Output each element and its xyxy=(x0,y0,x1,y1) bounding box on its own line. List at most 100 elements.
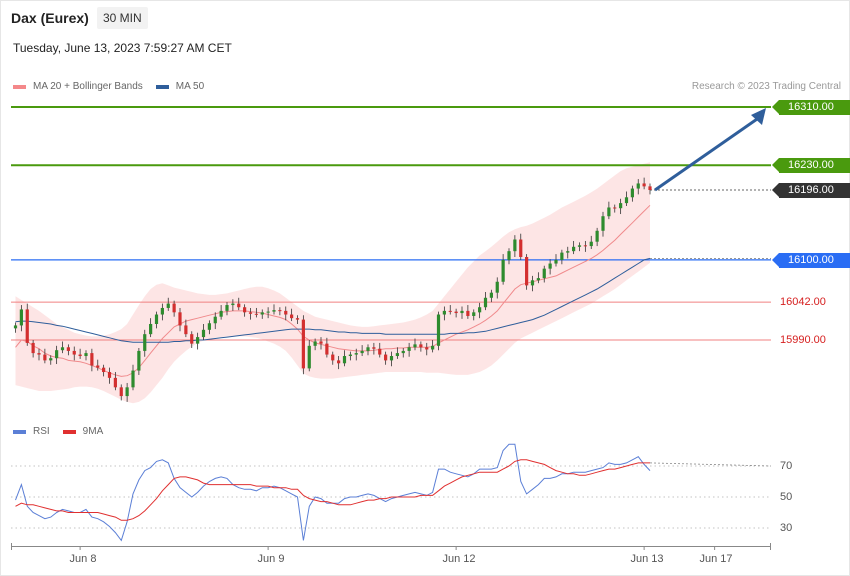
candle-body-31 xyxy=(196,337,200,344)
x-label-jun17: Jun 17 xyxy=(699,553,733,565)
candle-body-11 xyxy=(78,354,82,357)
candle-body-18 xyxy=(119,387,123,397)
candle-body-97 xyxy=(583,245,587,247)
candle-body-21 xyxy=(137,350,141,371)
candle-body-82 xyxy=(495,281,499,293)
forecast-arrow-head xyxy=(751,108,766,125)
candle-body-10 xyxy=(72,350,76,355)
candle-body-26 xyxy=(166,303,170,308)
candle-body-95 xyxy=(572,246,576,252)
candle-body-1 xyxy=(19,309,23,326)
candle-body-32 xyxy=(201,329,206,338)
candle-body-53 xyxy=(325,343,329,355)
candle-body-84 xyxy=(507,251,511,260)
candle-body-42 xyxy=(260,312,264,315)
rsi-line xyxy=(15,443,651,542)
candle-body-3 xyxy=(31,342,35,354)
candle-body-50 xyxy=(307,345,311,369)
candle-body-30 xyxy=(190,334,194,344)
candle-body-62 xyxy=(378,348,382,355)
candle-body-85 xyxy=(513,239,517,252)
candle-body-2 xyxy=(25,309,29,343)
candle-body-40 xyxy=(248,312,253,314)
candle-body-68 xyxy=(413,344,417,348)
candle-body-38 xyxy=(237,303,241,308)
candle-body-89 xyxy=(536,278,540,281)
ma20-legend-label: MA 20 + Bollinger Bands xyxy=(33,81,143,92)
candle-body-77 xyxy=(466,310,470,316)
candle-body-17 xyxy=(113,377,117,388)
candle-body-0 xyxy=(13,325,18,329)
rsi-tick-30: 30 xyxy=(780,522,793,534)
candle-body-81 xyxy=(489,292,493,298)
candle-body-99 xyxy=(595,230,599,242)
candle-body-72 xyxy=(436,314,441,346)
candle-body-54 xyxy=(331,354,335,361)
candle-body-55 xyxy=(337,360,341,364)
candle-body-4 xyxy=(37,353,41,355)
candle-body-76 xyxy=(460,310,464,314)
candle-body-24 xyxy=(154,314,159,324)
candle-body-71 xyxy=(431,345,435,350)
bollinger-band xyxy=(15,162,650,404)
rsi-swatch xyxy=(13,429,26,434)
candle-body-93 xyxy=(560,252,564,260)
candle-body-75 xyxy=(454,311,458,314)
candle-body-39 xyxy=(243,307,247,313)
candle-body-100 xyxy=(601,216,605,231)
x-label-jun12: Jun 12 xyxy=(442,553,476,565)
price-legend: MA 20 + Bollinger Bands MA 50 xyxy=(13,81,217,92)
candle-body-74 xyxy=(448,310,452,312)
candle-body-25 xyxy=(160,307,164,315)
rsi-ma-legend-label: 9MA xyxy=(82,426,104,437)
candle-body-92 xyxy=(554,259,558,264)
candle-body-43 xyxy=(266,311,270,313)
resistance-tag-1: 16310.00 xyxy=(772,100,850,115)
candle-body-105 xyxy=(630,188,634,198)
x-label-jun8: Jun 8 xyxy=(69,553,97,565)
candle-body-64 xyxy=(389,356,394,361)
candle-body-66 xyxy=(401,350,405,354)
candle-body-83 xyxy=(501,259,505,282)
candle-body-80 xyxy=(483,297,488,308)
candle-body-69 xyxy=(419,344,423,348)
candle-body-28 xyxy=(178,312,182,326)
candle-body-19 xyxy=(125,387,129,397)
candle-body-13 xyxy=(90,353,94,366)
resistance-tag-2: 16230.00 xyxy=(772,158,850,173)
candle-body-12 xyxy=(84,353,88,357)
candle-body-48 xyxy=(295,318,300,320)
candle-body-52 xyxy=(319,341,323,344)
candle-body-46 xyxy=(284,310,288,315)
candle-body-108 xyxy=(648,186,652,191)
candle-body-90 xyxy=(542,268,546,279)
ma50-legend-label: MA 50 xyxy=(175,81,205,92)
candle-body-98 xyxy=(589,241,593,247)
candle-body-15 xyxy=(102,367,106,373)
candle-body-33 xyxy=(207,323,211,330)
ma50-line xyxy=(15,257,651,343)
candle-body-107 xyxy=(642,183,646,187)
candle-body-59 xyxy=(360,350,364,354)
candle-body-102 xyxy=(613,207,617,209)
candle-body-34 xyxy=(213,316,217,324)
candle-body-78 xyxy=(472,312,476,316)
ma50-swatch xyxy=(155,84,169,89)
candle-body-56 xyxy=(342,356,347,364)
candle-body-94 xyxy=(566,251,570,253)
candle-body-16 xyxy=(107,372,112,378)
candle-body-103 xyxy=(619,203,623,209)
candle-body-41 xyxy=(254,313,258,315)
candle-body-29 xyxy=(184,325,188,335)
candle-body-67 xyxy=(407,347,411,351)
forecast-arrow-shaft xyxy=(654,115,761,192)
interval-selector[interactable]: 30 MIN xyxy=(97,7,148,29)
candle-body-106 xyxy=(636,183,640,189)
candle-body-6 xyxy=(49,358,53,361)
candle-body-36 xyxy=(225,305,229,311)
rsi-tick-50: 50 xyxy=(780,491,793,503)
candle-body-9 xyxy=(66,347,70,351)
support-label-1: 16042.00 xyxy=(780,296,826,308)
candle-body-51 xyxy=(313,341,317,346)
